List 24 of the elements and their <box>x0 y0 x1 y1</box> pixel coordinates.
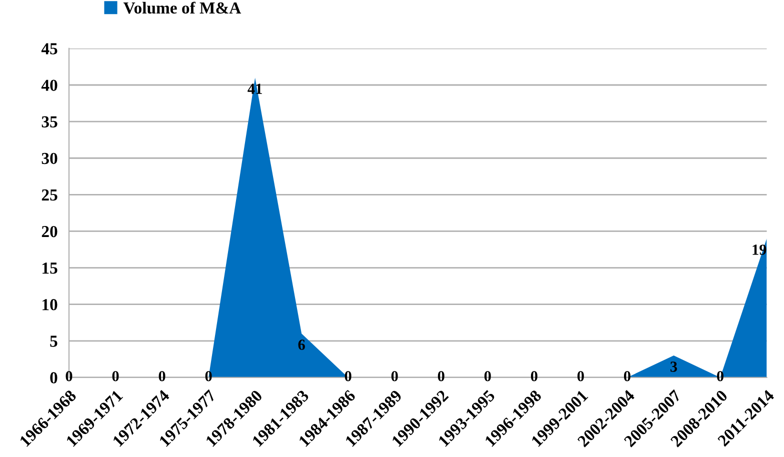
data-label: 0 <box>438 370 444 382</box>
y-tick-label: 10 <box>42 299 58 310</box>
data-label: 0 <box>391 370 398 382</box>
data-label: 0 <box>624 370 630 382</box>
data-label: 0 <box>205 370 212 382</box>
data-label: 0 <box>112 370 119 382</box>
data-label: 3 <box>670 362 678 372</box>
data-label: 0 <box>344 370 352 382</box>
data-label: 0 <box>577 370 584 382</box>
y-tick-label: 30 <box>42 152 58 164</box>
y-tick-label: 0 <box>50 372 58 384</box>
data-label: 0 <box>66 370 72 382</box>
y-tick-label: 45 <box>41 43 58 54</box>
y-tick-label: 15 <box>42 262 58 274</box>
y-tick-label: 25 <box>42 189 58 201</box>
y-tick-label: 20 <box>42 226 58 238</box>
data-label: 0 <box>484 370 491 382</box>
data-label: 0 <box>158 370 166 382</box>
y-tick-label: 40 <box>41 80 58 91</box>
legend-label: Volume of M&A <box>123 2 242 14</box>
data-label: 0 <box>530 370 538 382</box>
data-label: 6 <box>298 340 305 350</box>
y-tick-label: 5 <box>50 336 58 347</box>
y-tick-label: 35 <box>42 116 58 128</box>
